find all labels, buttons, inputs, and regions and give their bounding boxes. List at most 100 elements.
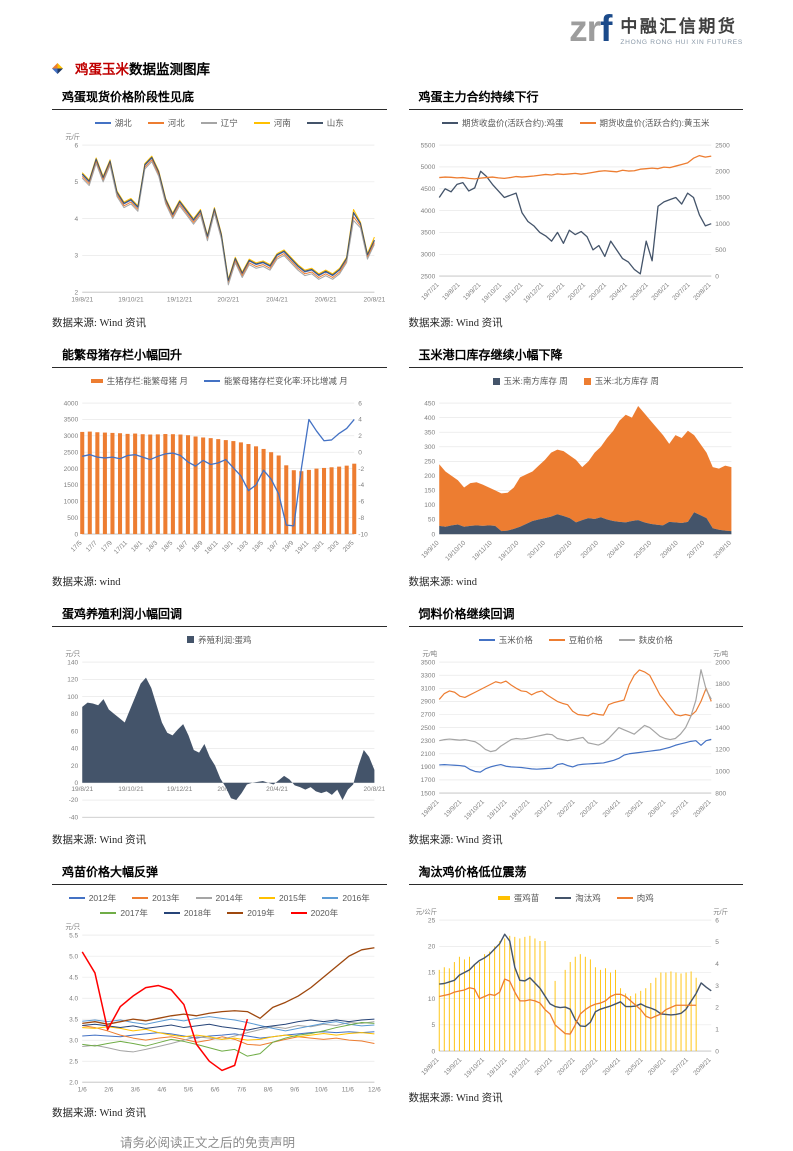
- svg-text:19/12/10: 19/12/10: [497, 540, 520, 563]
- svg-text:20/6/10: 20/6/10: [659, 540, 680, 561]
- svg-text:19/8/21: 19/8/21: [420, 798, 441, 819]
- legend-item: 2012年: [68, 892, 116, 904]
- svg-text:20/8/10: 20/8/10: [712, 540, 733, 561]
- svg-text:19/9/21: 19/9/21: [442, 798, 463, 819]
- svg-text:19/11/10: 19/11/10: [471, 540, 494, 563]
- legend-item: 河南: [253, 117, 291, 129]
- svg-text:20/4/21: 20/4/21: [608, 281, 629, 302]
- svg-text:元/只: 元/只: [65, 650, 80, 658]
- svg-text:7/6: 7/6: [237, 1086, 246, 1093]
- svg-text:20/3: 20/3: [327, 540, 341, 554]
- data-source: 数据来源: Wind 资讯: [408, 1093, 503, 1105]
- chart-panel-egg-spot-price: 鸡蛋现货价格阶段性见底 湖北 河北 辽宁 河南 山东 2 3 4 5 6 元/斤 19/8/21 19…: [52, 88, 387, 330]
- page-header: zrf 中融汇信期货 ZHONG RONG HUI XIN FUTURES: [0, 0, 793, 50]
- section-bullet-icon: [52, 62, 63, 74]
- svg-text:20/1: 20/1: [311, 540, 325, 554]
- svg-text:19/11/21: 19/11/21: [501, 281, 524, 304]
- svg-text:3000: 3000: [64, 433, 79, 440]
- svg-text:10: 10: [427, 996, 435, 1003]
- legend-item: 养殖利润:蛋鸡: [187, 634, 251, 646]
- svg-text:20/1/21: 20/1/21: [533, 1056, 554, 1077]
- legend-label: 蛋鸡苗: [513, 892, 540, 903]
- svg-text:3.0: 3.0: [69, 1037, 78, 1044]
- legend-swatch: [616, 896, 633, 899]
- svg-text:5500: 5500: [420, 142, 435, 149]
- svg-text:20/1/21: 20/1/21: [533, 798, 554, 819]
- svg-text:1900: 1900: [420, 764, 435, 771]
- svg-text:2: 2: [358, 433, 362, 440]
- svg-text:20/4/21: 20/4/21: [601, 1056, 622, 1077]
- legend-label: 湖北: [114, 118, 132, 128]
- svg-text:1500: 1500: [64, 483, 79, 490]
- chart-panel-cull-chicken-price: 淘汰鸡价格低位震荡 蛋鸡苗 淘汰鸡 肉鸡 0 5 10 15 20 25 0 1 2 3 4 5 6 元/公斤…: [408, 863, 743, 1120]
- svg-text:19/7/21: 19/7/21: [420, 281, 441, 302]
- chart-legend: 生猪存栏:能繁母猪 月 能繁母猪存栏变化率:环比增减 月: [52, 375, 387, 387]
- svg-text:19/9: 19/9: [281, 540, 295, 554]
- legend-item: 2017年: [100, 907, 148, 919]
- svg-text:11/6: 11/6: [342, 1086, 355, 1093]
- svg-text:1/6: 1/6: [78, 1086, 87, 1093]
- legend-item: 2019年: [227, 907, 275, 919]
- svg-text:1: 1: [715, 1026, 719, 1033]
- svg-text:4: 4: [358, 417, 362, 424]
- svg-text:5: 5: [75, 179, 79, 186]
- legend-label: 河南: [273, 118, 291, 128]
- legend-label: 期货收盘价(活跃合约):黄玉米: [599, 118, 710, 128]
- data-source: 数据来源: Wind 资讯: [52, 318, 147, 330]
- legend-label: 辽宁: [220, 118, 238, 128]
- company-name-cn: 中融汇信期货: [620, 17, 738, 36]
- svg-text:1200: 1200: [715, 746, 730, 753]
- svg-text:2500: 2500: [420, 273, 435, 280]
- svg-text:5.5: 5.5: [69, 932, 78, 939]
- svg-text:800: 800: [715, 790, 726, 797]
- svg-text:3100: 3100: [420, 685, 435, 692]
- svg-text:5: 5: [715, 939, 719, 946]
- data-source: 数据来源: wind: [408, 576, 478, 588]
- legend-label: 2014年: [215, 892, 243, 903]
- legend-label: 期货收盘价(活跃合约):鸡蛋: [461, 118, 564, 128]
- svg-text:3: 3: [715, 983, 719, 990]
- svg-text:20/7/21: 20/7/21: [671, 281, 692, 302]
- svg-text:20/3/21: 20/3/21: [587, 281, 608, 302]
- svg-text:3000: 3000: [420, 251, 435, 258]
- legend-item: 期货收盘价(活跃合约):鸡蛋: [441, 117, 564, 129]
- logo-zr-text: zr: [569, 8, 601, 50]
- chart-legend: 玉米:南方库存 周 玉米:北方库存 周: [409, 375, 744, 387]
- svg-text:60: 60: [71, 728, 79, 735]
- svg-text:18/3: 18/3: [145, 540, 159, 554]
- chart-panel-sow-inventory: 能繁母猪存栏小幅回升 生猪存栏:能繁母猪 月 能繁母猪存栏变化率:环比增减 月 0…: [52, 346, 387, 588]
- svg-text:400: 400: [424, 415, 435, 422]
- data-source: 数据来源: Wind 资讯: [408, 834, 503, 846]
- legend-item: 湖北: [94, 117, 132, 129]
- svg-text:20/7/10: 20/7/10: [685, 540, 706, 561]
- svg-text:5: 5: [431, 1022, 435, 1029]
- legend-item: 山东: [306, 117, 344, 129]
- legend-swatch: [204, 380, 220, 383]
- legend-item: 期货收盘价(活跃合约):黄玉米: [579, 117, 710, 129]
- legend-swatch: [555, 896, 572, 899]
- svg-text:6/6: 6/6: [210, 1086, 219, 1093]
- chart-panel-corn-port-inventory: 玉米港口库存继续小幅下降 玉米:南方库存 周 玉米:北方库存 周 0 50 100 15…: [408, 346, 744, 588]
- svg-text:2.0: 2.0: [69, 1079, 78, 1086]
- legend-label: 玉米:南方库存 周: [503, 376, 568, 387]
- legend-swatch: [618, 638, 635, 641]
- svg-text:3300: 3300: [420, 672, 435, 679]
- svg-text:1600: 1600: [715, 703, 730, 710]
- svg-text:2/6: 2/6: [104, 1086, 113, 1093]
- section-title-rest: 数据监测图库: [129, 62, 210, 77]
- svg-text:19/8/21: 19/8/21: [441, 281, 462, 302]
- svg-text:20/6/21: 20/6/21: [650, 281, 671, 302]
- legend-label: 2020年: [310, 907, 339, 918]
- svg-text:4500: 4500: [420, 186, 435, 193]
- svg-text:20/1/21: 20/1/21: [545, 281, 566, 302]
- chart-legend: 湖北 河北 辽宁 河南 山东: [52, 117, 387, 129]
- svg-text:20/5/21: 20/5/21: [624, 798, 645, 819]
- svg-text:17/9: 17/9: [100, 540, 114, 554]
- svg-text:2.5: 2.5: [69, 1058, 78, 1065]
- svg-text:450: 450: [424, 401, 435, 408]
- legend-label: 生猪存栏:能繁母猪 月: [106, 376, 188, 387]
- svg-text:4000: 4000: [64, 401, 79, 408]
- logo-f-text: f: [600, 8, 612, 50]
- chart-legend: 玉米价格 豆粕价格 麸皮价格: [409, 634, 744, 646]
